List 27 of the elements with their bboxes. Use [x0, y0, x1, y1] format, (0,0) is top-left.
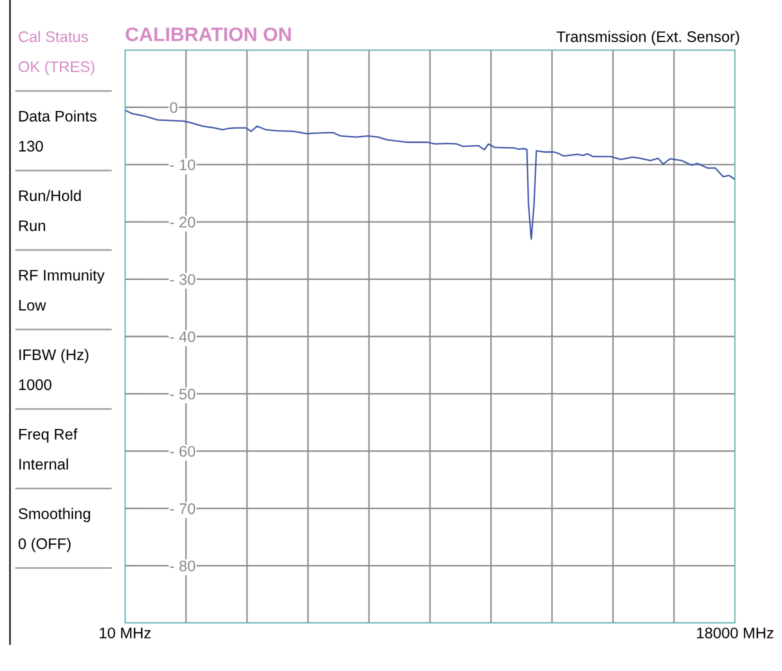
text: Cal Status — [18, 30, 88, 42]
y-tick-label: - 20 — [170, 216, 196, 228]
text: 130 — [19, 140, 43, 152]
text: Data Points — [19, 110, 96, 122]
text: OK (TRES) — [18, 60, 94, 76]
text: Run/Hold — [19, 190, 81, 202]
x-tick-label: 18000 MHz — [697, 628, 774, 638]
y-tick-label: - 30 — [170, 274, 196, 285]
y-tick-label: - 70 — [170, 503, 196, 514]
text: 1000 — [19, 379, 52, 390]
text: RF Immunity — [19, 269, 105, 284]
y-tick-label: - 10 — [170, 159, 196, 170]
y-tick-label: - 50 — [170, 388, 196, 400]
y-tick-label: - 60 — [170, 446, 196, 457]
chart-title: CALIBRATION ON — [126, 27, 291, 42]
text: Low — [19, 300, 46, 311]
y-tick-label: - 40 — [170, 331, 196, 342]
text: Smoothing — [18, 508, 90, 522]
text: IFBW (Hz) — [19, 348, 88, 364]
text: Internal — [19, 458, 68, 470]
text: Freq Ref — [19, 428, 78, 443]
x-tick-label: 10 MHz — [100, 628, 151, 638]
text: Run — [19, 220, 46, 232]
chart-subtitle: Transmission (Ext. Sensor) — [556, 30, 740, 46]
y-tick-label: 0 — [170, 102, 178, 113]
y-tick-label: - 80 — [170, 560, 196, 572]
text: 0 (OFF) — [18, 538, 71, 552]
